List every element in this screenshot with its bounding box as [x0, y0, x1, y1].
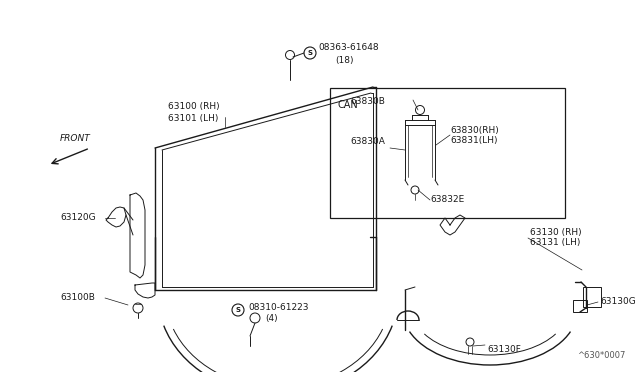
Text: 63100 (RH): 63100 (RH) — [168, 103, 220, 112]
Text: (18): (18) — [335, 55, 353, 64]
Text: 63130 (RH): 63130 (RH) — [530, 228, 582, 237]
Text: 63101 (LH): 63101 (LH) — [168, 113, 218, 122]
Text: CAN: CAN — [338, 100, 359, 110]
Bar — [330, 88, 565, 218]
Text: 63830B: 63830B — [350, 96, 385, 106]
Text: S: S — [236, 307, 241, 313]
Text: 63830A: 63830A — [350, 138, 385, 147]
Bar — [583, 287, 601, 307]
Text: 63100B: 63100B — [60, 294, 95, 302]
Text: 63130G: 63130G — [600, 298, 636, 307]
Bar — [573, 300, 587, 312]
Text: 08310-61223: 08310-61223 — [248, 304, 308, 312]
Text: 63131 (LH): 63131 (LH) — [530, 238, 580, 247]
Text: 08363-61648: 08363-61648 — [318, 44, 379, 52]
Text: 63130F: 63130F — [487, 346, 521, 355]
Text: 63831(LH): 63831(LH) — [450, 137, 497, 145]
Text: FRONT: FRONT — [60, 134, 91, 143]
Text: 63120G: 63120G — [60, 214, 95, 222]
Text: ^630*0007: ^630*0007 — [577, 351, 625, 360]
Text: 63832E: 63832E — [430, 196, 464, 205]
Text: (4): (4) — [265, 314, 278, 323]
Text: S: S — [307, 50, 312, 56]
Text: 63830(RH): 63830(RH) — [450, 125, 499, 135]
